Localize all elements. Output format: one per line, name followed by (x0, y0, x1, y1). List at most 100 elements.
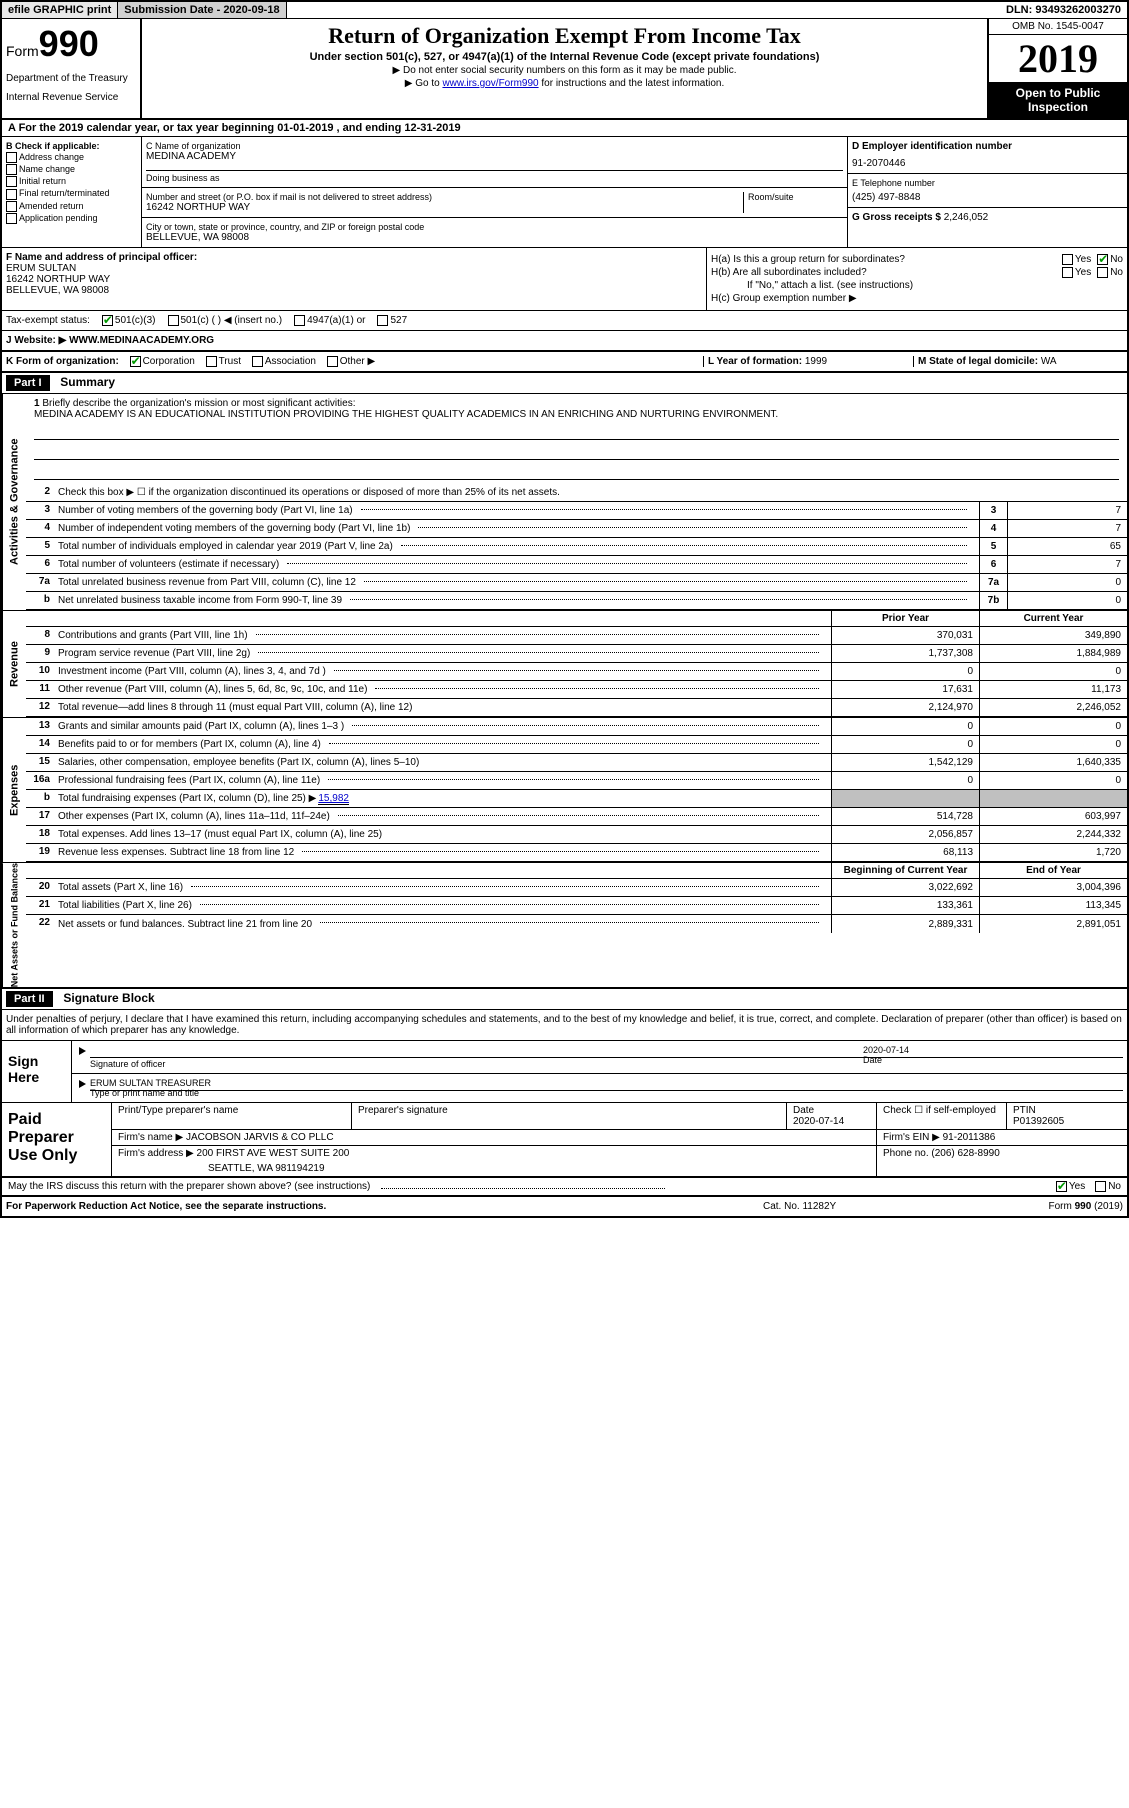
phone-label: E Telephone number (852, 178, 1123, 188)
prep-right: Print/Type preparer's name Preparer's si… (112, 1103, 1127, 1176)
gross-label: G Gross receipts $ (852, 212, 944, 223)
prep-sig-label: Preparer's signature (352, 1103, 787, 1129)
vert-expenses: Expenses (2, 718, 26, 862)
line-6: 6Total number of volunteers (estimate if… (26, 556, 1127, 574)
efile-button[interactable]: efile GRAPHIC print (2, 2, 118, 18)
header-right: OMB No. 1545-0047 2019 Open to Public In… (987, 19, 1127, 118)
line-8: 8Contributions and grants (Part VIII, li… (26, 627, 1127, 645)
line-11: 11Other revenue (Part VIII, column (A), … (26, 681, 1127, 699)
k-corp[interactable]: Corporation (130, 356, 195, 367)
website-value: WWW.MEDINAACADEMY.ORG (69, 335, 214, 346)
val-3: 7 (1007, 502, 1127, 519)
dba-label: Doing business as (146, 170, 843, 183)
state-domicile: WA (1041, 356, 1057, 367)
header-center: Return of Organization Exempt From Incom… (142, 19, 987, 118)
ptin-cell: PTINP01392605 (1007, 1103, 1127, 1129)
top-bar: efile GRAPHIC print Submission Date - 20… (2, 2, 1127, 19)
mission-q: Briefly describe the organization's miss… (42, 398, 355, 409)
section-fh: F Name and address of principal officer:… (2, 248, 1127, 311)
line-5: 5Total number of individuals employed in… (26, 538, 1127, 556)
val-7b: 0 (1007, 592, 1127, 609)
k-other[interactable]: Other ▶ (327, 356, 375, 367)
line-20: 20Total assets (Part X, line 16)3,022,69… (26, 879, 1127, 897)
netassets-body: Beginning of Current Year End of Year 20… (26, 863, 1127, 987)
ha-row: H(a) Is this a group return for subordin… (711, 254, 1123, 265)
line-14: 14Benefits paid to or for members (Part … (26, 736, 1127, 754)
tax-year: 2019 (989, 35, 1127, 82)
mission-line-2 (34, 444, 1119, 460)
cb-name-change[interactable]: Name change (6, 164, 137, 175)
hb-row: H(b) Are all subordinates included? Yes … (711, 267, 1123, 278)
footer-row: For Paperwork Reduction Act Notice, see … (2, 1196, 1127, 1216)
note-ssn: ▶ Do not enter social security numbers o… (146, 65, 983, 76)
vert-revenue: Revenue (2, 611, 26, 717)
gross-value: 2,246,052 (944, 212, 989, 223)
discuss-no-cb[interactable] (1095, 1181, 1106, 1192)
cb-final-return[interactable]: Final return/terminated (6, 188, 137, 199)
cb-amended[interactable]: Amended return (6, 201, 137, 212)
part-2-title: Signature Block (63, 991, 154, 1005)
ein-block: D Employer identification number 91-2070… (848, 137, 1127, 174)
col-h-group: H(a) Is this a group return for subordin… (707, 248, 1127, 310)
website-left: J Website: ▶ WWW.MEDINAACADEMY.ORG (6, 335, 1123, 346)
self-emp-cell: Check ☐ if self-employed (877, 1103, 1007, 1129)
cb-initial-return[interactable]: Initial return (6, 176, 137, 187)
revenue-section: Revenue Prior Year Current Year 8Contrib… (2, 611, 1127, 718)
val-6: 7 (1007, 556, 1127, 573)
ha-no-cb[interactable] (1097, 254, 1108, 265)
mission-text: MEDINA ACADEMY IS AN EDUCATIONAL INSTITU… (34, 409, 1119, 420)
prep-row-2: Firm's name ▶ JACOBSON JARVIS & CO PLLC … (112, 1130, 1127, 1146)
line-13: 13Grants and similar amounts paid (Part … (26, 718, 1127, 736)
dln-number: DLN: 93493262003270 (1000, 2, 1127, 18)
k-row: K Form of organization: Corporation Trus… (2, 352, 1127, 373)
prep-name-label: Print/Type preparer's name (112, 1103, 352, 1129)
hb-no-cb[interactable] (1097, 267, 1108, 278)
line-4: 4Number of independent voting members of… (26, 520, 1127, 538)
vert-activities: Activities & Governance (2, 394, 26, 610)
revenue-body: Prior Year Current Year 8Contributions a… (26, 611, 1127, 717)
mission-line-1 (34, 424, 1119, 440)
ha-yes-cb[interactable] (1062, 254, 1073, 265)
line-12: 12Total revenue—add lines 8 through 11 (… (26, 699, 1127, 717)
sig-date-field: 2020-07-14 Date (863, 1057, 1123, 1069)
discuss-text: May the IRS discuss this return with the… (8, 1181, 1056, 1192)
status-501c3[interactable]: 501(c)(3) (102, 315, 156, 326)
firm-phone-cell: Phone no. (206) 628-8990 (877, 1146, 1127, 1176)
part-1-header: Part I Summary (2, 373, 1127, 394)
note-link: ▶ Go to www.irs.gov/Form990 for instruct… (146, 78, 983, 89)
k-left: K Form of organization: Corporation Trus… (6, 356, 703, 367)
sign-right: Signature of officer 2020-07-14 Date ERU… (72, 1041, 1127, 1102)
arrow-icon (79, 1080, 86, 1088)
col-d-right: D Employer identification number 91-2070… (847, 137, 1127, 247)
form-ref: Form 990 (2019) (963, 1201, 1123, 1212)
preparer-block: Paid Preparer Use Only Print/Type prepar… (2, 1103, 1127, 1176)
cb-app-pending[interactable]: Application pending (6, 213, 137, 224)
officer-addr2: BELLEVUE, WA 98008 (6, 285, 702, 296)
name-label: C Name of organization (146, 141, 843, 151)
discuss-yes-cb[interactable] (1056, 1181, 1067, 1192)
k-trust[interactable]: Trust (206, 356, 241, 367)
cb-address-change[interactable]: Address change (6, 152, 137, 163)
prep-date-cell: Date2020-07-14 (787, 1103, 877, 1129)
hb-yes-cb[interactable] (1062, 267, 1073, 278)
status-4947[interactable]: 4947(a)(1) or (294, 315, 365, 326)
status-527[interactable]: 527 (377, 315, 407, 326)
line-2: 2 Check this box ▶ ☐ if the organization… (26, 484, 1127, 502)
addr-block: Number and street (or P.O. box if mail i… (142, 188, 847, 218)
irs-link[interactable]: www.irs.gov/Form990 (442, 78, 538, 89)
k-assoc[interactable]: Association (252, 356, 316, 367)
status-row: Tax-exempt status: 501(c)(3) 501(c) ( ) … (2, 311, 1127, 331)
arrow-icon (79, 1047, 86, 1055)
period-row: A For the 2019 calendar year, or tax yea… (2, 120, 1127, 137)
officer-addr1: 16242 NORTHUP WAY (6, 274, 702, 285)
form-990-container: efile GRAPHIC print Submission Date - 20… (0, 0, 1129, 1218)
line-15: 15Salaries, other compensation, employee… (26, 754, 1127, 772)
boy-hdr: Beginning of Current Year (831, 863, 979, 878)
line-22: 22Net assets or fund balances. Subtract … (26, 915, 1127, 933)
website-row: J Website: ▶ WWW.MEDINAACADEMY.ORG (2, 331, 1127, 352)
city-label: City or town, state or province, country… (146, 222, 843, 232)
status-501c[interactable]: 501(c) ( ) ◀ (insert no.) (168, 315, 283, 326)
prep-row-3: Firm's address ▶ 200 FIRST AVE WEST SUIT… (112, 1146, 1127, 1176)
note2-prefix: ▶ Go to (405, 78, 443, 89)
hb-note: If "No," attach a list. (see instruction… (711, 280, 1123, 291)
